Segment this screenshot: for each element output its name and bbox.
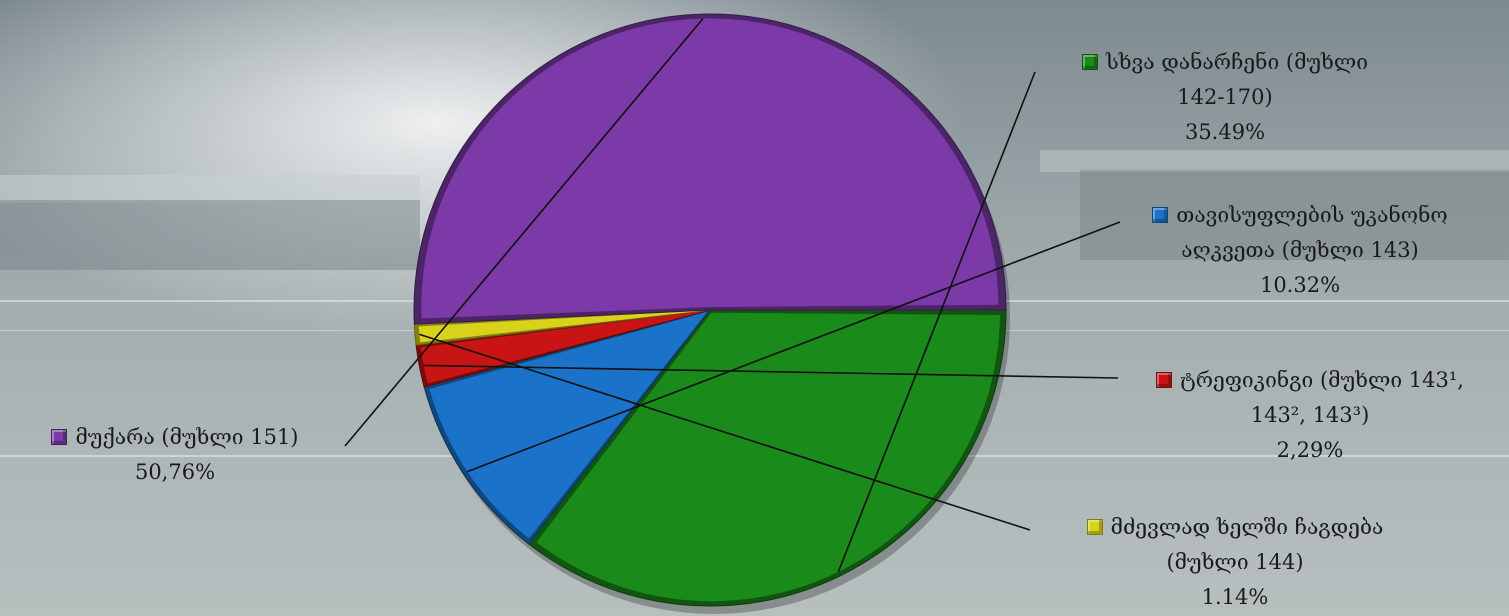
slice-illegal-deprivation-of-liberty: [429, 311, 708, 539]
label-trafficking: ტრეფიკინგი (მუხლი 143¹, 143², 143³) 2,29…: [1115, 363, 1505, 468]
label-threat: მუქარა (მუხლი 151) 50,76%: [5, 420, 345, 490]
slice-trafficking: [420, 310, 708, 384]
slice-threat: [421, 18, 999, 319]
leader-line-other-crimes: [837, 71, 1036, 573]
label-other-crimes: სხვა დანარჩენი (მუხლი 142-170) 35.49%: [1040, 45, 1410, 150]
leader-line-trafficking: [423, 364, 1119, 379]
pie-slices: [413, 13, 1007, 607]
label-hostage-taking: მძევლად ხელში ჩაგდება (მუხლი 144) 1.14%: [1030, 510, 1440, 615]
swatch-purple: [51, 429, 68, 445]
leader-line-hostage-taking: [419, 333, 1031, 531]
swatch-green: [1081, 54, 1098, 70]
leader-line-threat: [344, 18, 704, 447]
slice-hostage-taking: [418, 310, 708, 343]
swatch-blue: [1152, 207, 1169, 223]
label-illegal-deprivation-of-liberty: თავისუფლების უკანონო აღკვეთა (მუხლი 143)…: [1110, 198, 1490, 303]
slice-other-crimes: [536, 312, 1000, 602]
leader-line-illegal-deprivation-of-liberty: [467, 221, 1121, 473]
swatch-yellow: [1086, 519, 1103, 535]
swatch-red: [1156, 372, 1172, 388]
leader-lines: [344, 18, 1121, 573]
